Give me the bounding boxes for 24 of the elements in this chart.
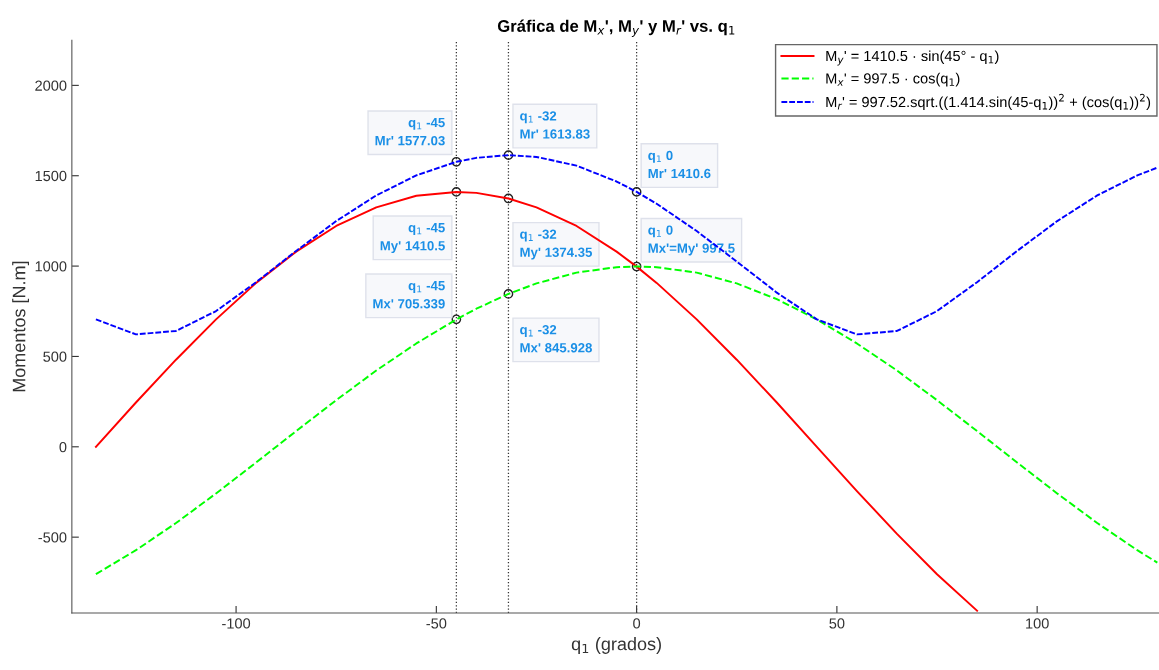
x-tick-label: 100 xyxy=(1026,618,1049,629)
text: M$_{r}$' = 997.52.sqrt.((1.414.sin(45-q$_{1}$))$^{2}$ + (cos(q$_{1}$))$^{2}$) xyxy=(826,93,1151,111)
annotation: q$_{1}$ 0 Mr' 1410.6 xyxy=(648,150,711,179)
y-tick-label: 500 xyxy=(43,351,67,362)
x-tick-label: 0 xyxy=(633,618,641,629)
y-tick-label: 1500 xyxy=(35,170,67,182)
legend-label: M$_{y}$' = 1410.5 · sin(45° - q$_{1}$) xyxy=(826,50,999,66)
annotation: q$_{1}$ -45 Mr' 1577.03 xyxy=(375,118,445,146)
annotation: q$_{1}$ -45 Mx' 705.339 xyxy=(373,281,445,309)
y-tick-label: 2000 xyxy=(35,80,67,91)
x-axis-title: q$_{1}$ (grados) xyxy=(571,637,661,654)
y-tick-label: -500 xyxy=(38,532,67,543)
y-tick-label: 1000 xyxy=(35,261,67,272)
annotation: q$_{1}$ -32 Mr' 1613.83 xyxy=(520,111,590,139)
y-tick-label: 0 xyxy=(59,441,67,453)
x-tick-label: -50 xyxy=(426,618,447,629)
annotation: q$_{1}$ -45 My' 1410.5 xyxy=(380,223,445,254)
legend-label: M$_{x}$' = 997.5 · cos(q$_{1}$) xyxy=(826,72,960,87)
x-tick-label: -100 xyxy=(222,618,251,629)
y-axis-title: Momentos [N.m] xyxy=(12,261,29,392)
annotation: q$_{1}$ -32 Mx' 845.928 xyxy=(520,325,592,353)
annotation: q$_{1}$ -32 My' 1374.35 xyxy=(520,229,593,260)
chart-title: Gráfica de M$_{x}$', M$_{y}$' y M$_{r}$' vs. q$_{1}$ xyxy=(497,19,735,37)
x-tick-label: 50 xyxy=(829,618,845,629)
